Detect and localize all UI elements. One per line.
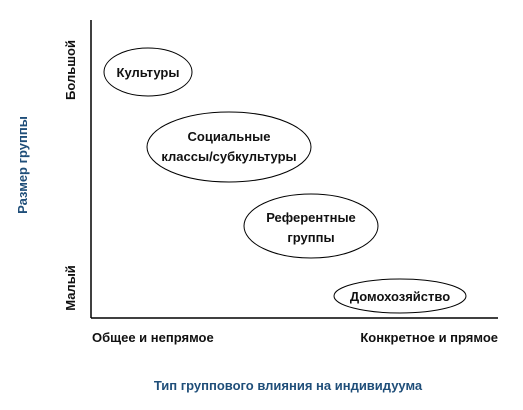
node-social-classes-label-line2: классы/субкультуры: [161, 149, 296, 164]
node-reference-groups: Референтные группы: [243, 193, 379, 259]
node-household-label: Домохозяйство: [350, 289, 450, 304]
node-cultures-label: Культуры: [117, 65, 180, 80]
node-reference-groups-label-line2: группы: [287, 230, 334, 245]
node-household: Домохозяйство: [333, 278, 467, 314]
node-social-classes-label-line1: Социальные: [188, 129, 271, 144]
node-reference-groups-ellipse: [243, 193, 379, 259]
node-household-ellipse: [333, 278, 467, 314]
node-social-classes-ellipse: [146, 111, 312, 183]
node-reference-groups-label-line1: Референтные: [266, 210, 356, 225]
y-axis-title: Размер группы: [15, 116, 30, 214]
x-axis-left-label: Общее и непрямое: [92, 330, 214, 345]
node-social-classes: Социальные классы/субкультуры: [146, 111, 312, 183]
y-axis-bottom-label: Малый: [63, 265, 78, 311]
node-cultures-ellipse: [103, 47, 193, 97]
y-axis-top-label: Большой: [63, 40, 78, 100]
node-cultures: Культуры: [103, 47, 193, 97]
x-axis-right-label: Конкретное и прямое: [360, 330, 498, 345]
x-axis-title: Тип группового влияния на индивидуума: [154, 378, 423, 393]
